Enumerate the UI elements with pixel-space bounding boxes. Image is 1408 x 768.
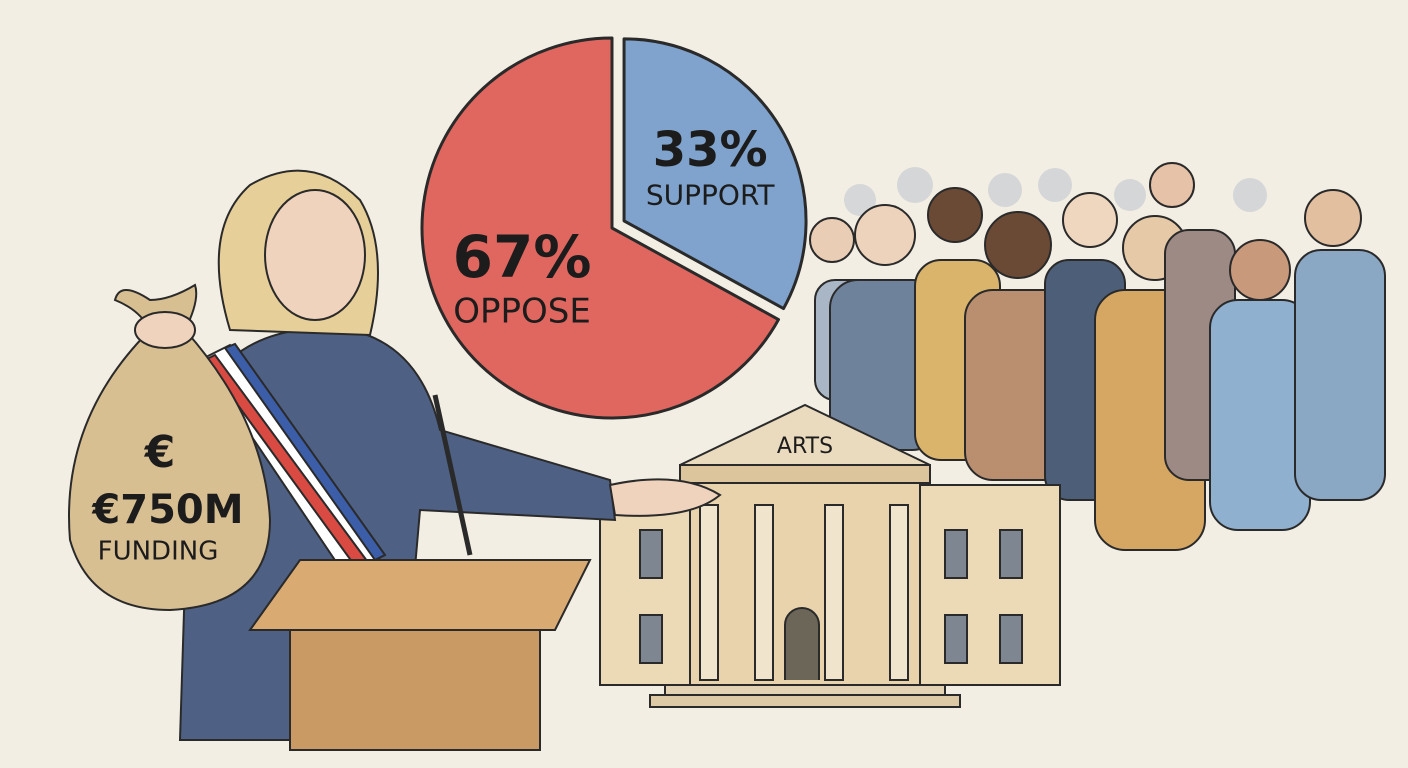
slice-category-label: OPPOSE [453,292,591,332]
bag-label: FUNDING [98,537,219,567]
building-sign: ARTS [777,434,833,459]
speaker [178,169,722,741]
bag-symbol: € [144,427,176,478]
slice-value-label: 33% [653,122,768,178]
slice-value-label: 67% [453,223,592,291]
podium [248,559,592,751]
slice-category-label: SUPPORT [646,178,775,211]
crowd [809,162,1386,551]
pie-chart: 67%OPPOSE 33%SUPPORT [420,36,808,420]
bag-amount: €750M [91,487,243,533]
pie-slice [622,37,808,311]
arts-building: ARTS [599,403,1061,708]
pie-slice [420,36,780,420]
money-bag: € €750M FUNDING [68,283,272,612]
